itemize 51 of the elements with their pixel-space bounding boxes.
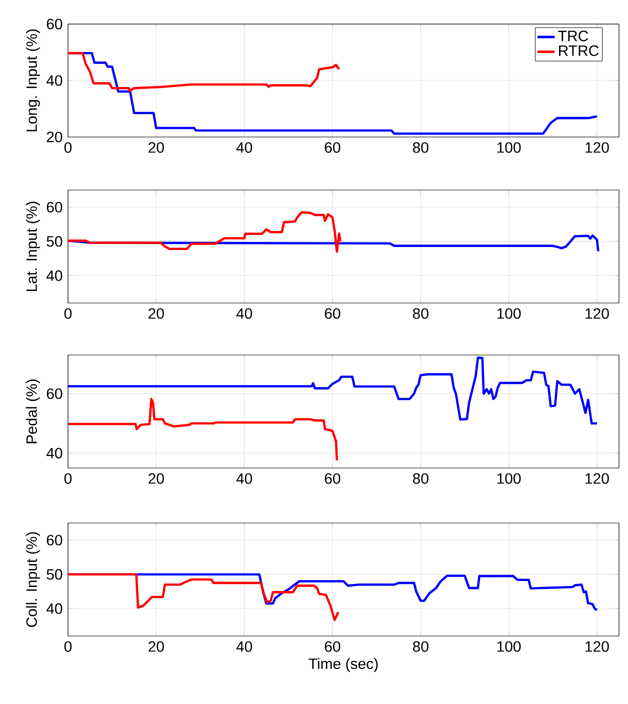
x-tick-label: 120 (586, 308, 609, 319)
x-tick-label: 40 (236, 308, 252, 319)
x-tick-label: 100 (497, 142, 521, 153)
y-tick-label: 60 (46, 388, 62, 399)
x-tick-label: 20 (148, 641, 164, 652)
line-series (68, 52, 340, 92)
y-axis-title: Long. Input (%) (26, 29, 40, 132)
x-tick-label: 0 (64, 308, 72, 319)
x-tick-label: 20 (148, 142, 164, 153)
x-tick-label: 120 (586, 641, 609, 652)
x-tick-label: 40 (236, 641, 252, 652)
y-tick-label: 40 (46, 448, 62, 458)
y-tick-label: 50 (46, 569, 62, 580)
y-tick-label: 40 (46, 270, 62, 281)
line-series (68, 356, 598, 425)
y-tick-label: 60 (46, 202, 62, 212)
x-tick-label: 80 (412, 308, 428, 319)
x-tick-label: 0 (64, 142, 72, 153)
y-tick-label: 50 (46, 236, 62, 247)
x-tick-label: 80 (412, 473, 428, 484)
y-tick-label: 20 (46, 132, 62, 142)
line-series (68, 573, 340, 622)
line-series (68, 211, 342, 253)
x-tick-label: 120 (586, 142, 609, 153)
y-tick-label: 60 (46, 18, 62, 30)
legend-label: TRC (558, 30, 588, 42)
x-tick-label: 20 (148, 308, 164, 319)
x-tick-label: 0 (64, 473, 72, 484)
x-tick-label: 40 (236, 473, 252, 484)
x-tick-label: 40 (236, 142, 252, 153)
x-tick-label: 0 (64, 641, 72, 652)
x-tick-label: 60 (324, 142, 340, 153)
y-tick-label: 60 (46, 534, 62, 546)
x-axis-title: Time (sec) (308, 658, 378, 672)
line-series (68, 398, 338, 462)
y-tick-label: 40 (46, 75, 62, 86)
x-tick-label: 80 (412, 641, 428, 652)
x-tick-label: 60 (324, 473, 340, 484)
x-tick-label: 60 (324, 308, 340, 319)
y-tick-label: 40 (46, 603, 62, 614)
x-tick-label: 100 (497, 641, 521, 652)
x-tick-label: 60 (324, 641, 340, 652)
x-tick-label: 80 (412, 142, 428, 153)
x-tick-label: 20 (148, 473, 164, 484)
y-axis-title: Pedal (%) (26, 380, 40, 444)
x-tick-label: 100 (497, 308, 521, 319)
y-axis-title: Lat. Input (%) (26, 202, 40, 291)
x-tick-label: 120 (586, 473, 609, 484)
y-axis-title: Coll. Input (%) (26, 532, 40, 627)
legend-label: RTRC (559, 45, 599, 56)
x-tick-label: 100 (497, 473, 521, 484)
